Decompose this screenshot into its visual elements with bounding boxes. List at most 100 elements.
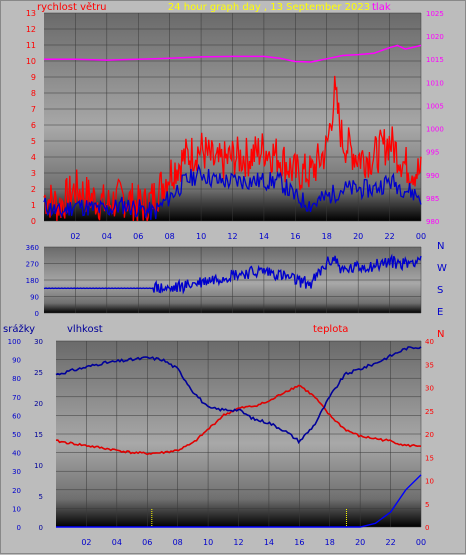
wind-tick-label: 11 <box>26 41 36 50</box>
pressure-line <box>44 44 422 63</box>
direction-tick-label: 0 <box>35 310 39 318</box>
humidity-tick-label: 20 <box>34 400 43 408</box>
pressure-tick-label: 985 <box>426 195 439 203</box>
pressure-tick-label: 1015 <box>426 56 444 64</box>
rain-tick-label: 80 <box>12 375 21 383</box>
temperature-line <box>55 384 422 456</box>
compass-label: W <box>437 263 447 274</box>
temperature-tick-label: 25 <box>425 408 434 416</box>
temperature-tick-label: 20 <box>425 431 434 439</box>
time-tick-label: 16 <box>290 232 300 241</box>
wind-tick-label: 5 <box>31 137 36 146</box>
time-tick-label: 16 <box>294 538 304 547</box>
pressure-tick-label: 1025 <box>426 10 444 18</box>
humidity-tick-label: 25 <box>34 369 43 377</box>
wind-tick-label: 10 <box>26 57 36 66</box>
wind-tick-label: 0 <box>31 217 36 226</box>
time-tick-label: 18 <box>325 538 335 547</box>
humidity-label: vlhkost <box>67 324 103 335</box>
humidity-tick-label: 0 <box>39 524 43 532</box>
time-tick-label: 14 <box>264 538 274 547</box>
humidity-line <box>55 346 422 445</box>
rain-tick-label: 100 <box>8 338 21 346</box>
wind-tick-label: 13 <box>26 9 36 18</box>
wind-speed-label: rychlost větru <box>37 1 107 13</box>
compass-label: S <box>437 285 443 296</box>
temperature-tick-label: 35 <box>425 361 434 369</box>
time-tick-label: 08 <box>165 232 175 241</box>
humidity-tick-label: 15 <box>34 431 43 439</box>
direction-tick-label: 270 <box>26 261 39 269</box>
wind-tick-label: 1 <box>31 201 36 210</box>
pressure-tick-label: 1005 <box>426 102 444 110</box>
rain-tick-label: 10 <box>12 505 21 513</box>
rain-line <box>56 474 422 528</box>
pressure-tick-label: 1000 <box>426 126 444 134</box>
time-tick-label: 10 <box>196 232 206 241</box>
time-tick-label: 12 <box>227 232 237 241</box>
direction-tick-label: 360 <box>26 244 39 252</box>
temperature-tick-label: 5 <box>425 501 429 509</box>
temperature-tick-label: 40 <box>425 338 434 346</box>
wind-tick-label: 9 <box>31 73 36 82</box>
time-tick-label: 04 <box>112 538 122 547</box>
time-tick-label: 20 <box>353 232 363 241</box>
time-tick-label: 10 <box>203 538 213 547</box>
time-tick-label: 02 <box>70 232 80 241</box>
humidity-tick-label: 30 <box>34 338 43 346</box>
time-tick-label: 00 <box>416 538 426 547</box>
humidity-tick-label: 10 <box>34 462 43 470</box>
pressure-tick-label: 995 <box>426 149 439 157</box>
temperature-tick-label: 0 <box>425 524 429 532</box>
temperature-tick-label: 15 <box>425 454 434 462</box>
rain-tick-label: 70 <box>12 394 21 402</box>
direction-tick-label: 90 <box>30 294 39 302</box>
humidity-temperature-rain-chart: 0 10 20 30 40 50 60 70 80 90 100 0 5 10 15 20 25 30 0 5 10… <box>3 323 434 547</box>
time-tick-label: 02 <box>81 538 91 547</box>
time-tick-label: 06 <box>133 232 143 241</box>
rain-tick-label: 40 <box>12 450 21 458</box>
temperature-tick-label: 30 <box>425 385 434 393</box>
pressure-tick-label: 980 <box>426 218 439 226</box>
compass-label: E <box>437 307 443 318</box>
pressure-tick-label: 1010 <box>426 79 444 87</box>
compass-label: N <box>437 241 444 252</box>
pressure-label: tlak <box>372 2 391 13</box>
rain-tick-label: 60 <box>12 412 21 420</box>
time-tick-label: 00 <box>416 232 426 241</box>
direction-tick-label: 180 <box>26 277 39 285</box>
chart-title: 24 hour graph day , 13 September 2023 <box>168 2 370 13</box>
wind-tick-label: 6 <box>31 121 36 130</box>
time-tick-label: 22 <box>384 232 394 241</box>
wind-tick-label: 7 <box>31 105 36 114</box>
humidity-tick-label: 5 <box>39 493 43 501</box>
rain-tick-label: 20 <box>12 487 21 495</box>
pressure-tick-label: 1020 <box>426 33 444 41</box>
rain-tick-label: 90 <box>12 357 21 365</box>
temperature-label: teplota <box>313 324 348 335</box>
time-tick-label: 14 <box>259 232 269 241</box>
wind-tick-label: 2 <box>31 185 36 194</box>
time-tick-label: 20 <box>355 538 365 547</box>
time-tick-label: 18 <box>322 232 332 241</box>
wind-direction-line <box>43 253 422 295</box>
compass-label: N <box>437 329 444 340</box>
rain-label: srážky <box>3 323 35 335</box>
time-tick-label: 06 <box>142 538 152 547</box>
wind-tick-label: 12 <box>26 25 36 34</box>
rain-tick-label: 50 <box>12 431 21 439</box>
time-tick-label: 04 <box>102 232 112 241</box>
time-tick-label: 22 <box>385 538 395 547</box>
time-tick-label: 12 <box>233 538 243 547</box>
pressure-tick-label: 990 <box>426 172 439 180</box>
temperature-tick-label: 10 <box>425 478 434 486</box>
rain-tick-label: 30 <box>12 468 21 476</box>
wind-average-line <box>43 163 422 220</box>
time-tick-label: 08 <box>173 538 183 547</box>
wind-tick-label: 4 <box>31 153 36 162</box>
rain-tick-label: 0 <box>17 524 21 532</box>
